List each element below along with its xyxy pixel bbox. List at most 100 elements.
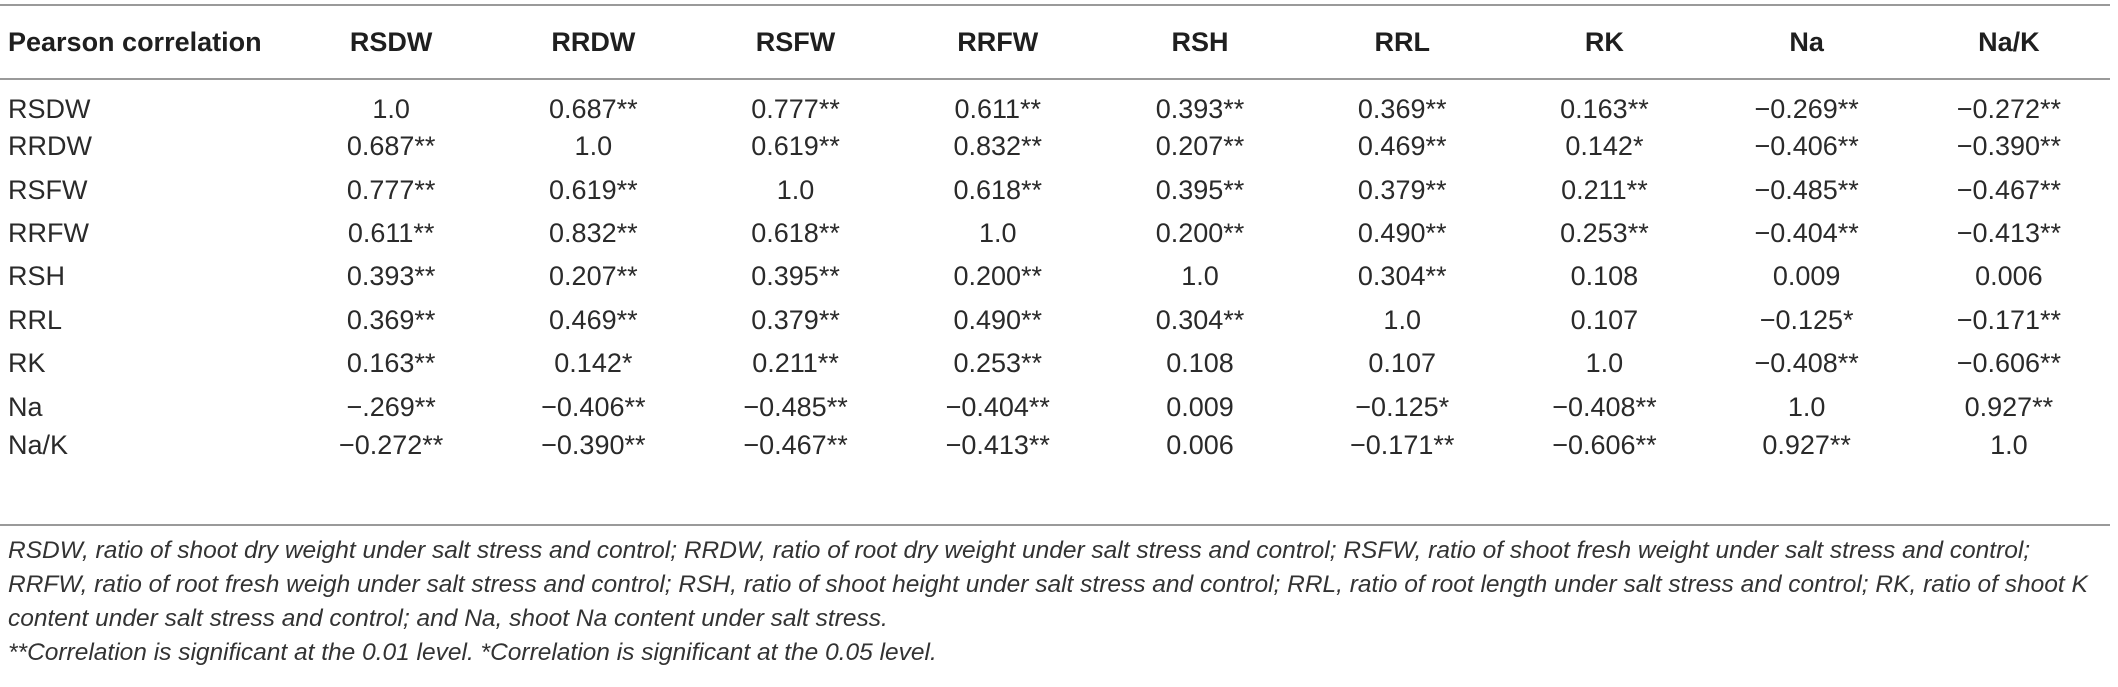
table-cell: 0.379**	[1357, 174, 1447, 205]
row-label: RSH	[8, 261, 66, 292]
table-row: RRL 0.369** 0.469** 0.379** 0.490** 0.304** 1.…	[0, 299, 2110, 342]
corner-header: Pearson correlation	[0, 4, 290, 80]
table-cell: −0.408**	[1754, 348, 1859, 379]
row-label: RRFW	[8, 217, 89, 248]
table-row: RRFW 0.611** 0.832** 0.618** 1.0 0.200** 0.490…	[0, 212, 2110, 255]
row-label: RSFW	[8, 174, 88, 205]
table-cell: −0.413**	[945, 429, 1050, 460]
table-cell: −0.125*	[1759, 304, 1854, 335]
table-cell: 0.200**	[953, 261, 1043, 292]
table-body: RSDW 1.0 0.687** 0.777** 0.611** 0.393** 0.369…	[0, 79, 2110, 472]
table-cell: 0.490**	[953, 304, 1043, 335]
table-cell: −0.269**	[1754, 94, 1859, 124]
column-header: Na	[1705, 4, 1908, 80]
correlation-table: Pearson correlation RSDW RRDW RSFW RRFW …	[0, 4, 2110, 472]
table-footnotes: RSDW, ratio of shoot dry weight under sa…	[8, 534, 2108, 670]
table-row: Na/K −0.272** −0.390** −0.467** −0.413** 0.00…	[0, 429, 2110, 472]
column-header: RRL	[1301, 4, 1504, 80]
row-label: RSDW	[8, 94, 91, 124]
table-cell: 0.393**	[346, 261, 436, 292]
row-label: RK	[8, 348, 46, 379]
table-header-row: Pearson correlation RSDW RRDW RSFW RRFW …	[0, 4, 2110, 80]
table-cell: −0.467**	[743, 429, 848, 460]
table-cell: 1.0	[1585, 348, 1624, 379]
column-header: RSFW	[694, 4, 897, 80]
table-cell: 0.619**	[549, 174, 638, 205]
table-cell: 0.006	[1975, 261, 2043, 292]
column-header: Na/K	[1907, 4, 2110, 80]
table-cell: 0.107	[1570, 304, 1639, 335]
table-cell: −0.606**	[1552, 429, 1657, 460]
footnote-divider	[0, 524, 2110, 526]
table-cell: 0.618**	[751, 217, 840, 248]
row-label: RRDW	[8, 131, 92, 162]
table-cell: 0.211**	[1561, 174, 1648, 205]
column-header: RRFW	[896, 4, 1099, 80]
column-header: RRDW	[492, 4, 695, 80]
table-cell: 1.0	[574, 131, 613, 162]
row-label: Na/K	[8, 429, 69, 460]
table-cell: 0.107	[1368, 348, 1436, 379]
table-cell: −0.171**	[1350, 429, 1455, 460]
table-cell: −0.606**	[1956, 348, 2062, 379]
table-cell: 1.0	[1787, 391, 1826, 422]
table-cell: 0.200**	[1155, 217, 1245, 248]
table-cell: 0.927**	[1762, 429, 1851, 460]
table-cell: −0.272**	[1956, 94, 2062, 124]
table-cell: −0.404**	[1754, 217, 1859, 248]
table-cell: −0.485**	[743, 391, 848, 422]
table-cell: 1.0	[372, 94, 410, 124]
table-cell: 0.142*	[1565, 131, 1644, 162]
table-cell: 0.490**	[1357, 217, 1447, 248]
column-header: RK	[1503, 4, 1706, 80]
table-cell: −.269**	[346, 391, 436, 422]
table-row: RSH 0.393** 0.207** 0.395** 0.200** 1.0 0.304*…	[0, 255, 2110, 298]
table-cell: 0.253**	[953, 348, 1043, 379]
table-cell: −0.125*	[1355, 391, 1450, 422]
table-cell: 0.108	[1166, 348, 1234, 379]
table-cell: 0.611**	[954, 94, 1042, 124]
table-cell: 0.369**	[1357, 94, 1447, 124]
table-row: Na −.269** −0.406** −0.485** −0.404** 0.009 −0…	[0, 385, 2110, 428]
table-cell: −0.272**	[338, 429, 444, 460]
table-cell: 0.393**	[1155, 94, 1245, 124]
table-cell: 0.469**	[549, 304, 638, 335]
table-cell: 0.832**	[953, 131, 1043, 162]
table-cell: −0.390**	[541, 429, 646, 460]
table-cell: 1.0	[1181, 261, 1219, 292]
table-row: RSDW 1.0 0.687** 0.777** 0.611** 0.393** 0.369…	[0, 79, 2110, 125]
table-cell: 0.304**	[1357, 261, 1447, 292]
table-cell: 0.687**	[346, 131, 436, 162]
table-cell: −0.406**	[1754, 131, 1859, 162]
table-cell: 0.469**	[1357, 131, 1447, 162]
table-cell: 1.0	[1990, 429, 2028, 460]
abbreviation-note: RSDW, ratio of shoot dry weight under sa…	[8, 537, 2088, 632]
table-cell: 0.687**	[549, 94, 638, 124]
table-cell: 1.0	[978, 217, 1017, 248]
table-cell: −0.408**	[1552, 391, 1657, 422]
table-cell: −0.467**	[1956, 174, 2062, 205]
table-cell: 0.777**	[751, 94, 840, 124]
table-cell: −0.413**	[1956, 217, 2062, 248]
table-cell: −0.390**	[1956, 131, 2062, 162]
table-cell: 0.108	[1570, 261, 1639, 292]
table-cell: 0.395**	[1155, 174, 1245, 205]
table-cell: −0.404**	[945, 391, 1050, 422]
table-row: RK 0.163** 0.142* 0.211** 0.253** 0.108 0.107 1…	[0, 342, 2110, 385]
table-cell: 0.832**	[549, 217, 638, 248]
table-cell: 0.163**	[346, 348, 436, 379]
table-cell: −0.171**	[1956, 304, 2062, 335]
table-cell: −0.485**	[1754, 174, 1859, 205]
table-cell: 0.369**	[346, 304, 436, 335]
table-cell: 1.0	[776, 174, 815, 205]
significance-note: **Correlation is significant at the 0.01…	[8, 639, 937, 666]
table-cell: −0.406**	[541, 391, 646, 422]
table-cell: 0.253**	[1560, 217, 1649, 248]
table-cell: 0.379**	[751, 304, 840, 335]
table-cell: 0.304**	[1155, 304, 1245, 335]
table-cell: 0.927**	[1964, 391, 2054, 422]
table-cell: 0.006	[1166, 429, 1234, 460]
table-cell: 0.142*	[554, 348, 633, 379]
table-cell: 0.009	[1166, 391, 1234, 422]
table-cell: 0.777**	[346, 174, 436, 205]
